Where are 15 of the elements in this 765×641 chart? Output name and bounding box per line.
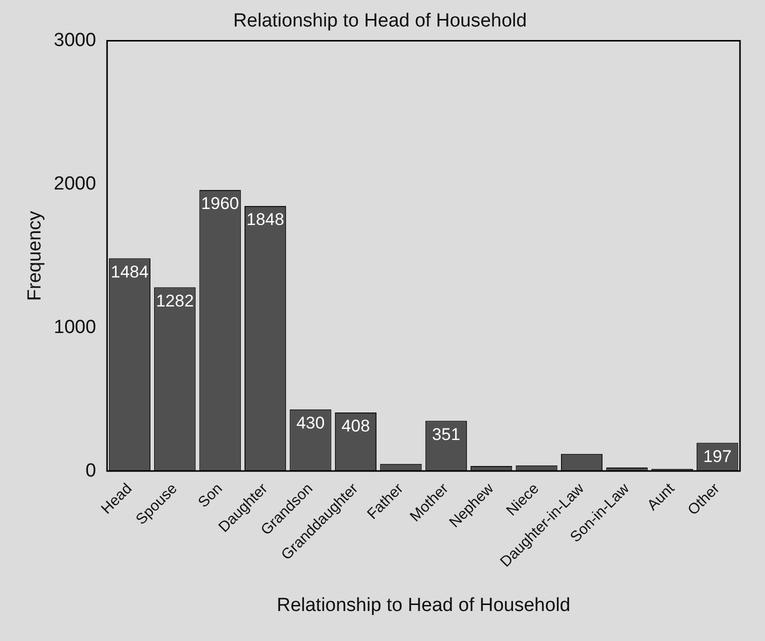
- data-label: 408: [342, 416, 370, 436]
- y-axis-title: Frequency: [24, 210, 46, 301]
- data-label: 1848: [246, 210, 284, 230]
- y-tick-label: 2000: [54, 173, 96, 194]
- y-tick-label: 3000: [54, 30, 96, 52]
- x-axis-title: Relationship to Head of Household: [276, 594, 570, 616]
- data-label: 1960: [201, 194, 240, 214]
- data-label: 351: [432, 424, 460, 444]
- data-label: 430: [296, 414, 325, 433]
- chart-title: Relationship to Head of Household: [233, 10, 527, 32]
- data-label: 1484: [110, 262, 149, 282]
- data-label: 1282: [156, 291, 194, 310]
- y-tick-label: 1000: [54, 316, 96, 338]
- y-tick-label: 0: [85, 460, 96, 482]
- data-label: 197: [703, 446, 732, 466]
